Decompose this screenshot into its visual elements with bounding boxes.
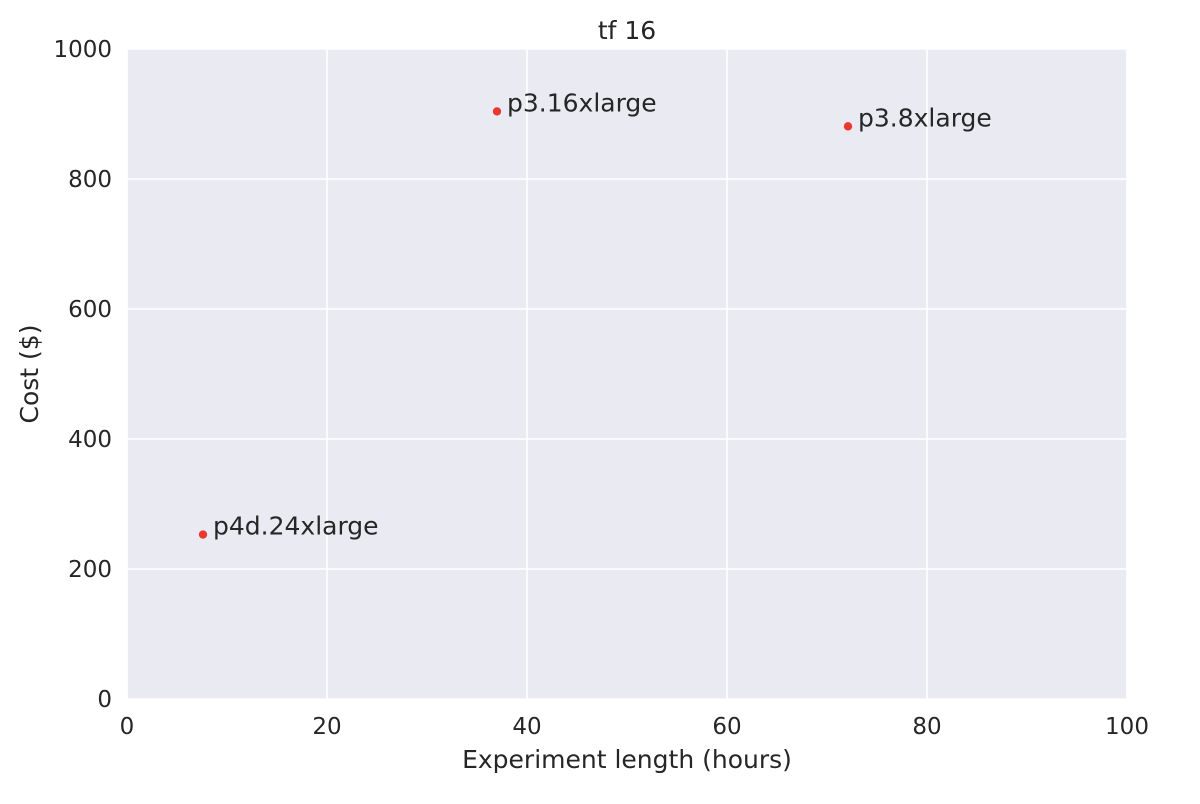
- data-point: [843, 122, 853, 131]
- x-tick-label: 20: [312, 714, 341, 740]
- x-tick-label: 0: [120, 714, 135, 740]
- data-point-label: p3.16xlarge: [507, 88, 657, 117]
- y-tick-label: 800: [68, 167, 112, 193]
- y-tick-label: 0: [97, 687, 112, 713]
- x-tick-label: 60: [712, 714, 741, 740]
- gridlines: [126, 48, 1128, 700]
- x-axis-label: Experiment length (hours): [462, 745, 792, 774]
- y-axis-label: Cost ($): [15, 325, 44, 424]
- x-tick-label: 100: [1105, 714, 1149, 740]
- data-point: [492, 107, 502, 116]
- data-point: [198, 530, 208, 539]
- x-tick-label: 40: [512, 714, 541, 740]
- plot-area: [127, 49, 1127, 699]
- y-tick-label: 200: [68, 557, 112, 583]
- data-point-label: p3.8xlarge: [858, 103, 992, 132]
- data-points: p4d.24xlarge p3.16xlarge p3.8xlarge: [198, 88, 992, 541]
- x-tick-label: 80: [912, 714, 941, 740]
- chart-title: tf 16: [598, 16, 656, 45]
- y-tick-label: 600: [68, 297, 112, 323]
- y-tick-label: 400: [68, 427, 112, 453]
- y-tick-label: 1000: [53, 37, 112, 63]
- data-point-label: p4d.24xlarge: [213, 512, 379, 541]
